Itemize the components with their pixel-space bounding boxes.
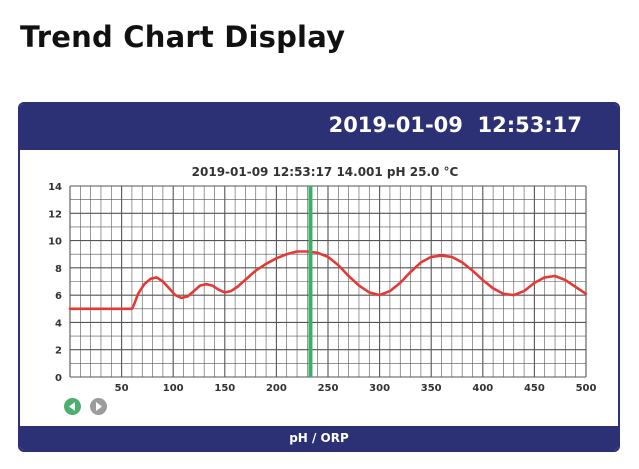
ph-series-line	[68, 250, 588, 311]
device-screen: 2019-01-09 12:53:17 2019-01-09 12:53:17 …	[18, 102, 620, 452]
y-tick-label: 2	[55, 346, 62, 357]
device-footer: pH / ORP	[20, 426, 618, 450]
y-axis-ticks: 0 2 4 6 8 10 12 14	[48, 182, 62, 384]
x-tick-label: 500	[576, 383, 597, 394]
x-tick-label: 150	[214, 383, 235, 394]
page-title: Trend Chart Display	[20, 20, 346, 54]
trend-chart: 2019-01-09 12:53:17 14.001 pH 25.0 °C 0 2…	[48, 165, 597, 394]
x-tick-label: 200	[266, 383, 287, 394]
arrow-right-icon[interactable]	[90, 398, 107, 415]
chart-series	[68, 250, 588, 311]
x-tick-label: 400	[472, 383, 493, 394]
x-axis-ticks: 50 100 150 200 250 300 350 400 450 500	[115, 383, 597, 394]
y-tick-label: 0	[55, 373, 62, 384]
y-tick-label: 10	[48, 237, 62, 248]
datetime-display: 2019-01-09 12:53:17	[328, 113, 582, 137]
y-tick-label: 14	[48, 182, 62, 193]
y-tick-label: 12	[48, 209, 62, 220]
arrow-left-icon[interactable]	[64, 398, 81, 415]
y-tick-label: 8	[55, 264, 62, 275]
mode-label: pH / ORP	[289, 431, 349, 445]
x-tick-label: 50	[115, 383, 129, 394]
y-tick-label: 6	[55, 291, 62, 302]
chart-readout: 2019-01-09 12:53:17 14.001 pH 25.0 °C	[192, 165, 459, 179]
x-tick-label: 300	[369, 383, 390, 394]
device-header: 2019-01-09 12:53:17	[20, 104, 618, 150]
x-tick-label: 250	[318, 383, 339, 394]
x-tick-label: 100	[163, 383, 184, 394]
chart-grid	[69, 185, 587, 378]
y-tick-label: 4	[55, 318, 62, 329]
x-tick-label: 350	[421, 383, 442, 394]
x-tick-label: 450	[524, 383, 545, 394]
